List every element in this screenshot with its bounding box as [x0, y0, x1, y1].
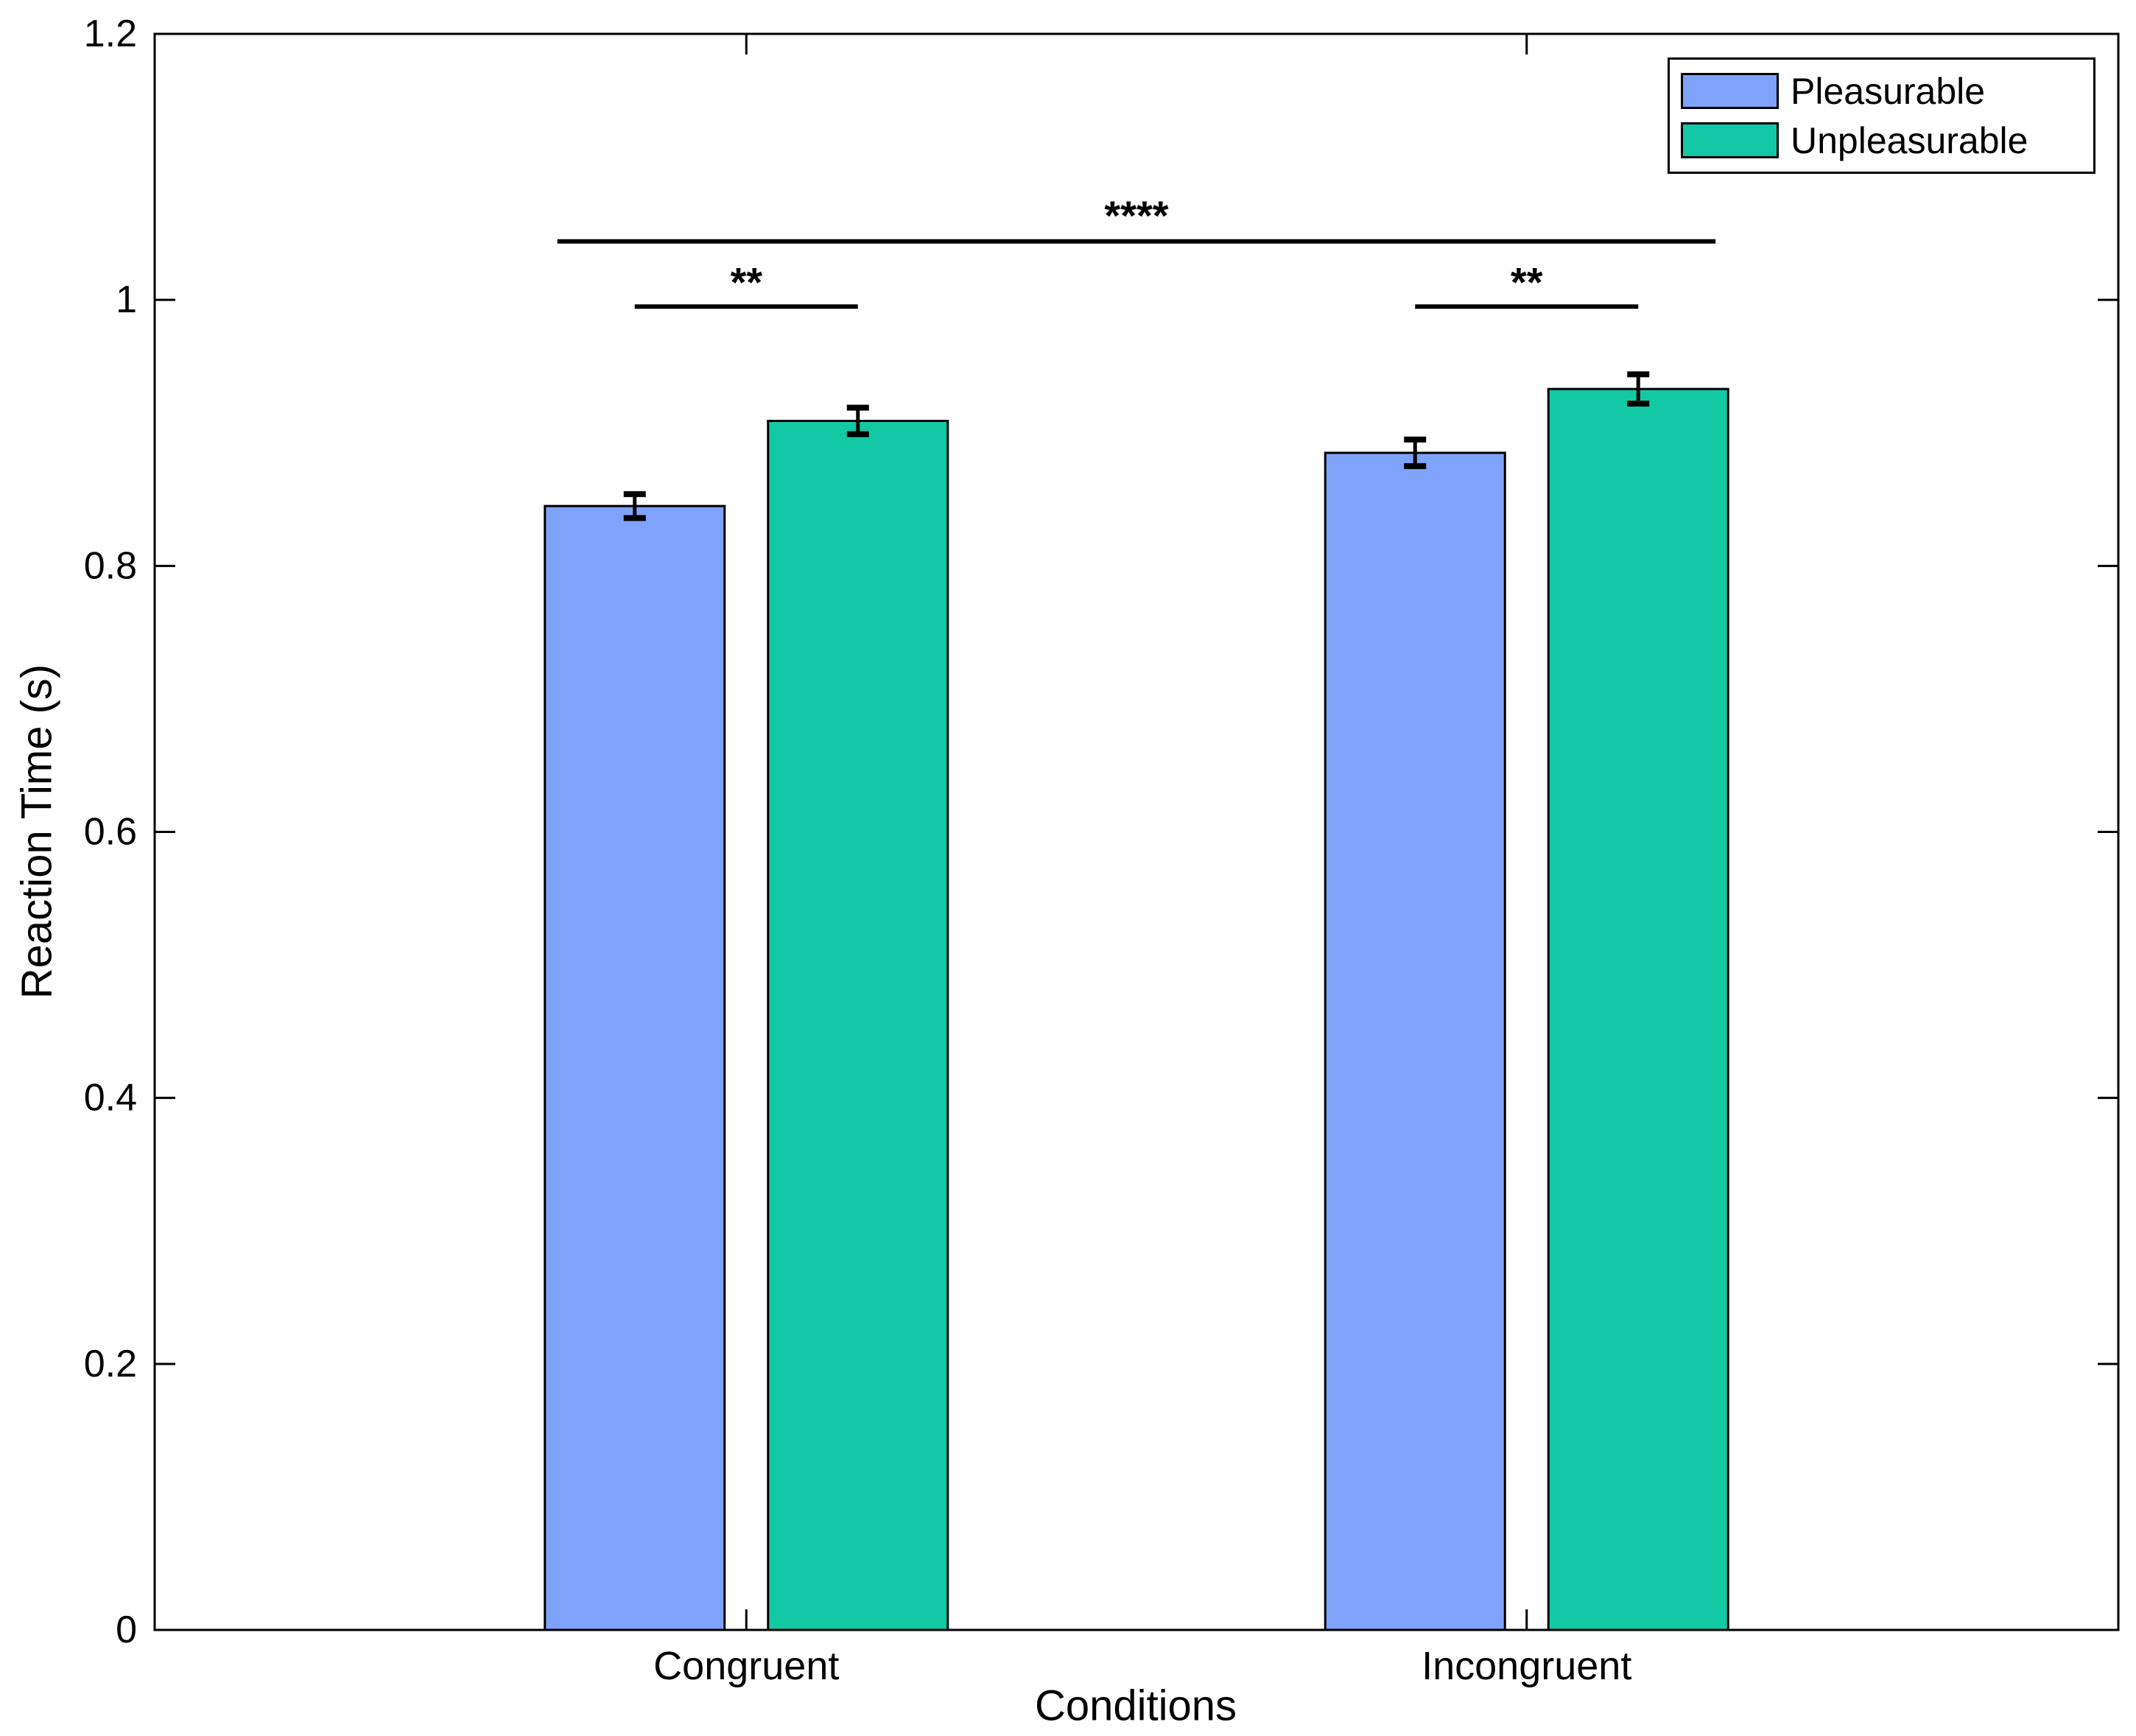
- y-tick-label-1: 1: [116, 278, 137, 321]
- y-tick-label-0.6: 0.6: [84, 811, 137, 854]
- y-axis-label: Reaction Time (s): [13, 664, 61, 999]
- y-tick-label-0: 0: [116, 1609, 137, 1651]
- y-tick-label-0.4: 0.4: [84, 1077, 137, 1120]
- legend-entry-pleasurable: Pleasurable: [1681, 73, 2093, 110]
- bar-incongruent-unpleasurable: [1547, 387, 1729, 1631]
- plot-border: [153, 32, 2120, 1631]
- legend-swatch-pleasurable: [1681, 73, 1779, 109]
- errorbar-congruent-pleasurable: [623, 491, 646, 521]
- errorbar-incongruent-pleasurable: [1404, 436, 1427, 469]
- legend-label-unpleasurable: Unpleasurable: [1791, 119, 2028, 161]
- x-tick-label-congruent: Congruent: [653, 1644, 839, 1688]
- legend: Pleasurable Unpleasurable: [1668, 57, 2095, 174]
- bar-congruent-pleasurable: [544, 505, 726, 1631]
- bar-congruent-unpleasurable: [767, 419, 949, 1631]
- legend-swatch-unpleasurable: [1681, 122, 1779, 158]
- x-axis-label: Conditions: [1034, 1681, 1237, 1730]
- significance-label-congruent-pair: **: [730, 259, 762, 305]
- legend-label-pleasurable: Pleasurable: [1791, 70, 1986, 112]
- y-tick-label-0.2: 0.2: [84, 1343, 137, 1385]
- x-tick-label-incongruent: Incongruent: [1422, 1644, 1631, 1688]
- errorbar-incongruent-unpleasurable: [1627, 371, 1650, 407]
- errorbar-congruent-unpleasurable: [846, 404, 869, 437]
- significance-label-across-conditions: ****: [1104, 192, 1168, 239]
- y-tick-label-0.8: 0.8: [84, 544, 137, 587]
- y-tick-label-1.2: 1.2: [84, 13, 137, 55]
- legend-entry-unpleasurable: Unpleasurable: [1681, 122, 2093, 159]
- bar-incongruent-pleasurable: [1324, 451, 1506, 1631]
- significance-label-incongruent-pair: **: [1511, 259, 1543, 305]
